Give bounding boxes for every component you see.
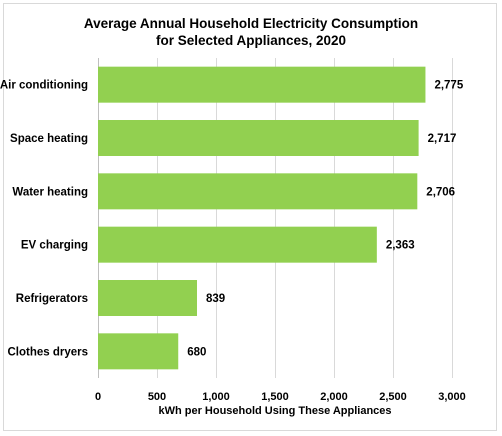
value-label: 680 [187,346,206,358]
category-labels: Air conditioning Space heating Water heati… [0,80,88,359]
value-label: 839 [206,293,225,305]
bar [98,226,377,263]
value-label: 2,717 [428,133,457,145]
bar [98,120,419,156]
chart-title-line-1: Average Annual Household Electricity Con… [84,16,418,31]
x-tick-labels: 0 500 1,000 1,500 2,000 2,500 3,000 [95,391,466,403]
bars [98,66,426,370]
bar [98,66,426,103]
x-axis-label: kWh per Household Using These Appliances [158,405,391,417]
x-tick-label: 2,000 [320,391,348,403]
value-label: 2,363 [386,240,415,252]
bar [98,280,198,316]
x-tick-label: 1,000 [202,391,230,403]
x-tick-label: 1,500 [261,391,289,403]
chart-title-line-2: for Selected Appliances, 2020 [156,33,346,48]
category-label: Clothes dryers [7,346,88,358]
x-tick-label: 2,500 [379,391,407,403]
category-label: Space heating [10,133,88,145]
value-labels: 2,775 2,717 2,706 2,363 839 680 [187,80,464,359]
x-tick-label: 0 [95,391,101,403]
x-tick-label: 500 [148,391,166,403]
x-tick-label: 3,000 [438,391,466,403]
category-label: Water heating [12,186,88,198]
bar [98,333,179,370]
bar [98,173,418,210]
category-label: EV charging [21,240,88,252]
gridlines [98,58,453,378]
category-label: Refrigerators [16,293,88,305]
value-label: 2,706 [426,186,455,198]
value-label: 2,775 [434,80,463,92]
category-label: Air conditioning [0,80,88,92]
